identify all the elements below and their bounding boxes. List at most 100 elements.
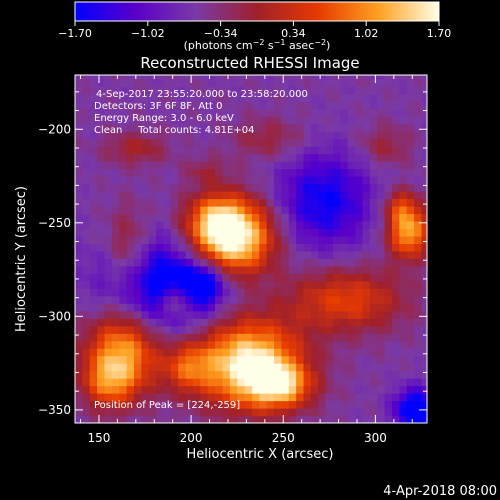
- heatmap-cell: [340, 273, 349, 282]
- heatmap-cell: [303, 176, 312, 185]
- heatmap-cell: [237, 93, 246, 102]
- heatmap-cell: [133, 363, 142, 372]
- heatmap-cell: [369, 183, 378, 192]
- heatmap-cell: [170, 303, 179, 312]
- heatmap-cell: [281, 101, 290, 110]
- heatmap-cell: [288, 355, 297, 364]
- heatmap-cell: [310, 303, 319, 312]
- heatmap-cell: [377, 205, 386, 215]
- heatmap-cell: [266, 378, 275, 387]
- heatmap-cell: [288, 400, 297, 409]
- heatmap-cell: [89, 168, 98, 177]
- heatmap-cell: [296, 153, 305, 162]
- heatmap-cell: [192, 355, 201, 364]
- heatmap-cell: [325, 265, 334, 274]
- heatmap-cell: [406, 325, 415, 334]
- heatmap-cell: [259, 183, 268, 192]
- heatmap-cell: [215, 228, 224, 237]
- heatmap-cell: [355, 205, 364, 215]
- heatmap-cell: [347, 131, 356, 140]
- heatmap-cell: [207, 191, 216, 200]
- heatmap-cell: [178, 340, 187, 349]
- heatmap-cell: [347, 295, 356, 304]
- heatmap-cell: [355, 333, 364, 342]
- heatmap-cell: [325, 310, 334, 319]
- heatmap-cell: [318, 198, 327, 207]
- heatmap-cell: [310, 385, 319, 394]
- heatmap-cell: [399, 250, 408, 259]
- heatmap-cell: [126, 295, 135, 304]
- heatmap-cell: [369, 198, 378, 207]
- heatmap-cell: [296, 138, 305, 147]
- heatmap-cell: [274, 198, 283, 207]
- heatmap-cell: [303, 370, 312, 379]
- heatmap-cell: [82, 340, 91, 349]
- heatmap-cell: [119, 198, 128, 207]
- heatmap-cell: [192, 131, 201, 140]
- heatmap-cell: [229, 131, 238, 140]
- heatmap-cell: [192, 108, 201, 117]
- heatmap-cell: [384, 348, 393, 357]
- heatmap-cell: [119, 325, 128, 334]
- heatmap-cell: [111, 235, 120, 244]
- heatmap-cell: [75, 161, 83, 170]
- heatmap-cell: [281, 75, 290, 80]
- heatmap-cell: [200, 108, 209, 117]
- heatmap-cell: [185, 348, 194, 357]
- heatmap-cell: [133, 168, 142, 177]
- heatmap-cell: [185, 168, 194, 177]
- heatmap-cell: [281, 288, 290, 297]
- heatmap-cell: [237, 213, 246, 222]
- heatmap-cell: [104, 400, 113, 409]
- heatmap-cell: [200, 325, 209, 334]
- heatmap-cell: [141, 378, 150, 387]
- heatmap-cell: [126, 161, 135, 170]
- heatmap-cell: [170, 123, 179, 132]
- heatmap-cell: [156, 408, 165, 417]
- heatmap-cell: [384, 318, 393, 327]
- heatmap-cell: [82, 205, 91, 215]
- heatmap-cell: [156, 378, 165, 387]
- heatmap-cell: [347, 348, 356, 357]
- heatmap-cell: [369, 378, 378, 387]
- heatmap-cell: [266, 250, 275, 259]
- heatmap-cell: [281, 265, 290, 274]
- heatmap-cell: [414, 146, 423, 155]
- heatmap-cell: [97, 191, 106, 200]
- heatmap-cell: [303, 318, 312, 327]
- heatmap-cell: [207, 108, 216, 117]
- heatmap-cell: [362, 273, 371, 282]
- heatmap-cell: [377, 288, 386, 297]
- heatmap-cell: [281, 191, 290, 200]
- heatmap-cell: [296, 176, 305, 185]
- heatmap-cell: [362, 385, 371, 394]
- heatmap-cell: [406, 191, 415, 200]
- heatmap-cell: [296, 385, 305, 394]
- heatmap-cell: [170, 288, 179, 297]
- heatmap-cell: [229, 310, 238, 319]
- heatmap-cell: [325, 408, 334, 417]
- heatmap-cell: [148, 116, 157, 125]
- heatmap-cell: [251, 243, 260, 252]
- heatmap-cell: [355, 243, 364, 252]
- heatmap-cell: [97, 235, 106, 244]
- heatmap-cell: [97, 101, 106, 110]
- heatmap-cell: [318, 408, 327, 417]
- heatmap-cell: [355, 295, 364, 304]
- heatmap-cell: [185, 161, 194, 170]
- heatmap-cell: [111, 378, 120, 387]
- heatmap-cell: [185, 318, 194, 327]
- heatmap-cell: [207, 273, 216, 282]
- heatmap-cell: [222, 355, 231, 364]
- heatmap-cell: [259, 153, 268, 162]
- heatmap-cell: [244, 325, 253, 334]
- heatmap-cell: [288, 325, 297, 334]
- heatmap-cell: [362, 340, 371, 349]
- heatmap-cell: [170, 340, 179, 349]
- heatmap-cell: [133, 123, 142, 132]
- heatmap-cell: [421, 75, 427, 80]
- heatmap-cell: [207, 340, 216, 349]
- heatmap-cell: [229, 101, 238, 110]
- heatmap-cell: [215, 340, 224, 349]
- heatmap-cell: [185, 93, 194, 102]
